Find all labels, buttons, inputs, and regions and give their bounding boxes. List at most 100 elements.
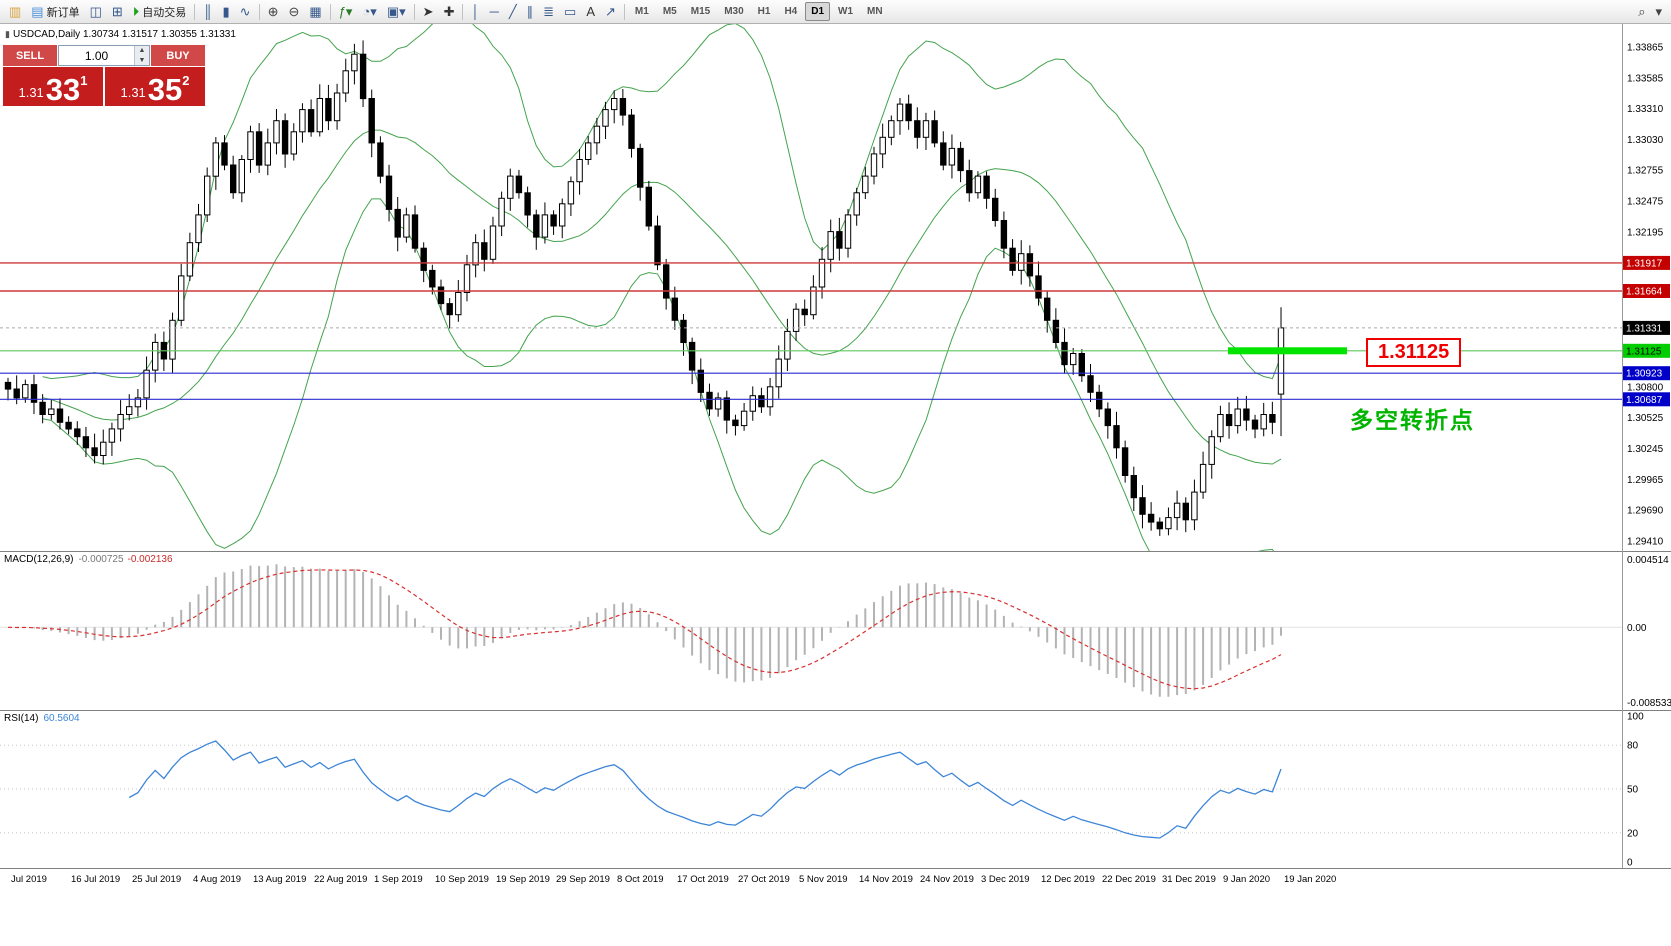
tf-mn-button[interactable]: MN [867, 6, 883, 17]
chart-window-button[interactable]: ◫ [86, 1, 106, 23]
arrows-button[interactable]: ↗ [601, 1, 620, 23]
date-label: 22 Aug 2019 [314, 874, 368, 885]
date-label: 10 Sep 2019 [435, 874, 489, 885]
candles-chart-button[interactable]: ▮ [219, 1, 234, 23]
zoom-out-button[interactable]: ⊖ [284, 1, 303, 23]
timeframe-group: M1 M5 M15 M30 H1 H4 D1 W1 MN [628, 2, 890, 21]
bars-chart-button[interactable]: ║ [199, 1, 216, 23]
more-button-icon: ▾ [1655, 4, 1662, 19]
price-tag [1623, 284, 1670, 298]
fibonacci-button[interactable]: ≣ [539, 1, 558, 23]
cursor-button-icon: ➤ [422, 4, 434, 19]
price-tag [1623, 320, 1670, 335]
candles-chart-button-icon: ▮ [222, 4, 230, 19]
date-label: 25 Jul 2019 [132, 874, 182, 885]
toolbar: ▥ ▤ 新订单 ◫ ⊞ ⏵ 自动交易 ║ ▮ ∿ ⊕ ⊖ ▦ ƒ▾ ◔▾ ▣▾ ➤ ✚ │ ─ ╱ ∥ ≣ ▭ A ↗ M1 M5 M1… [0, 0, 1671, 24]
macd-histogram [15, 564, 1282, 697]
line-chart-button[interactable]: ∿ [236, 1, 255, 23]
more-button[interactable]: ▾ [1651, 1, 1666, 23]
zoom-in-button[interactable]: ⊕ [264, 1, 283, 23]
price-tick: 1.33310 [1627, 104, 1664, 115]
vertical-line-button[interactable]: │ [467, 1, 483, 23]
toolbar-separator [462, 3, 464, 20]
search-button[interactable]: ⌕ [1634, 1, 1649, 23]
buy-price-main: 1.31 [120, 85, 146, 100]
rsi-panel[interactable]: 100 80 50 20 0 [0, 710, 1671, 868]
time-axis[interactable]: Jul 2019 16 Jul 2019 25 Jul 2019 4 Aug 2019… [0, 868, 1671, 893]
grid-button-icon: ▦ [309, 4, 322, 19]
date-label: 13 Aug 2019 [253, 874, 307, 885]
price-chart-canvas[interactable]: 1.33865 1.33585 1.33310 1.33030 1.32755 1.324… [0, 24, 1671, 551]
bars-chart-button-icon: ║ [203, 4, 213, 19]
price-tick: 1.32195 [1627, 228, 1664, 239]
shapes-button[interactable]: ▭ [560, 1, 580, 23]
date-label: 4 Aug 2019 [193, 874, 242, 885]
vertical-line-button-icon: │ [471, 4, 480, 19]
tf-w1-button[interactable]: W1 [838, 6, 854, 17]
market-watch-button[interactable]: ⊞ [108, 1, 127, 23]
tf-h1-button[interactable]: H1 [757, 6, 771, 17]
rsi-label: RSI(14) 60.5604 [4, 713, 80, 724]
buy-price-button[interactable]: 1.31 35 2 [105, 67, 205, 106]
rsi-line [128, 740, 1282, 839]
svg-text:1.31125: 1.31125 [1626, 346, 1662, 357]
tf-m30-button[interactable]: M30 [724, 6, 744, 17]
horizontal-level-lines[interactable] [0, 262, 1622, 400]
autotrading-button[interactable]: ⏵ 自动交易 [129, 1, 191, 23]
crosshair-button[interactable]: ✚ [440, 1, 459, 23]
macd-scale-zero: 0.00 [1627, 623, 1647, 634]
trendline-button[interactable]: ╱ [505, 1, 521, 23]
arrows-button-icon: ↗ [605, 4, 616, 19]
toolbar-separator [413, 3, 415, 20]
svg-text:1.31917: 1.31917 [1626, 258, 1663, 269]
date-label: 16 Jul 2019 [71, 874, 121, 885]
volume-field: ▲ ▼ [58, 45, 150, 66]
tf-m15-button[interactable]: M15 [690, 6, 711, 17]
app-logo[interactable]: ▥ [5, 1, 25, 23]
rsi-scale-tick: 100 [1627, 712, 1644, 723]
price-axis[interactable]: 1.33865 1.33585 1.33310 1.33030 1.32755 1.324… [1622, 24, 1671, 551]
svg-text:1.30687: 1.30687 [1626, 395, 1663, 406]
volume-down-button[interactable]: ▼ [135, 55, 149, 65]
cursor-button[interactable]: ➤ [419, 1, 438, 23]
volume-up-button[interactable]: ▲ [135, 46, 149, 56]
date-label: 14 Nov 2019 [859, 874, 913, 885]
periods-button-icon: ◔▾ [362, 4, 377, 19]
templates-button[interactable]: ▣▾ [383, 1, 410, 23]
indicators-button[interactable]: ƒ▾ [335, 1, 357, 23]
templates-button-icon: ▣▾ [386, 4, 406, 19]
buy-button[interactable]: BUY [151, 45, 205, 66]
macd-panel[interactable]: 0.004514 0.00 -0.008533 [0, 551, 1671, 710]
new-order-button[interactable]: ▤ 新订单 [27, 1, 83, 23]
toolbar-separator [623, 3, 625, 20]
periods-button[interactable]: ◔▾ [358, 1, 380, 23]
price-tag [1623, 255, 1670, 270]
horizontal-line-button-icon: ─ [489, 4, 499, 19]
chart-ohlc-header: ▮ USDCAD,Daily 1.30734 1.31517 1.30355 1.… [5, 29, 236, 40]
volume-input[interactable] [59, 46, 134, 65]
price-callout-label: 1.31125 [1366, 338, 1462, 367]
autotrading-button-label: 自动交易 [142, 6, 187, 19]
sell-button[interactable]: SELL [3, 45, 57, 66]
candles[interactable] [4, 40, 1285, 536]
tf-h4-button[interactable]: H4 [784, 6, 798, 17]
date-label: 27 Oct 2019 [738, 874, 790, 885]
price-tick: 1.29410 [1627, 536, 1664, 547]
tf-m5-button[interactable]: M5 [662, 6, 677, 17]
toolbar-right-group: ⌕ ▾ [1633, 1, 1667, 23]
tf-m1-button[interactable]: M1 [634, 6, 649, 17]
date-label: Jul 2019 [11, 874, 47, 885]
chart-ohlc-text: USDCAD,Daily 1.30734 1.31517 1.30355 1.3… [12, 29, 236, 40]
channel-button[interactable]: ∥ [523, 1, 538, 23]
date-label: 1 Sep 2019 [374, 874, 423, 885]
text-button[interactable]: A [582, 1, 599, 23]
indicators-button-icon: ƒ▾ [338, 4, 353, 19]
grid-button[interactable]: ▦ [305, 1, 325, 23]
sell-price-button[interactable]: 1.31 33 1 [3, 67, 103, 106]
tf-d1-button[interactable]: D1 [805, 2, 831, 21]
date-label: 9 Jan 2020 [1223, 874, 1271, 885]
date-label: 19 Sep 2019 [496, 874, 550, 885]
buy-price-point: 2 [182, 73, 190, 88]
date-label: 17 Oct 2019 [677, 874, 729, 885]
horizontal-line-button[interactable]: ─ [486, 1, 503, 23]
